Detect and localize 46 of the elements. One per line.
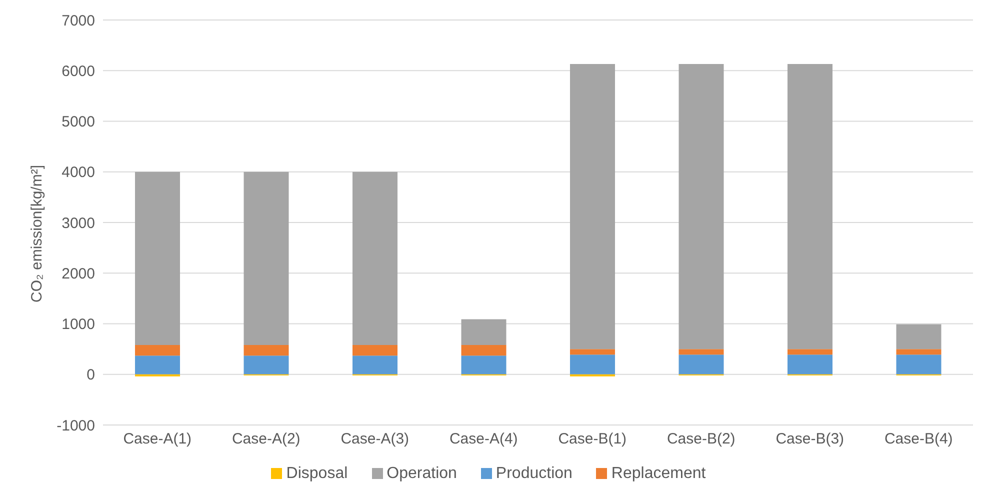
bar xyxy=(678,64,724,350)
x-tick-label: Case-B(2) xyxy=(666,430,736,448)
bar xyxy=(788,354,832,374)
y-axis-title: CO₂ emission[kg/m²] xyxy=(28,164,46,302)
legend-label: Operation xyxy=(386,465,457,482)
bar xyxy=(244,345,289,356)
bar xyxy=(244,356,289,374)
bar xyxy=(678,349,724,355)
bar xyxy=(678,354,724,374)
bar xyxy=(896,349,942,355)
x-tick-label: Case-A(4) xyxy=(449,430,518,448)
y-tick-label: 1000 xyxy=(62,316,95,334)
y-tick-label: -1000 xyxy=(56,417,95,434)
y-tick-label: 4000 xyxy=(62,164,95,182)
bar xyxy=(135,172,180,346)
bar xyxy=(461,319,506,346)
x-tick-label: Case-A(2) xyxy=(232,430,300,448)
y-tick-label: 0 xyxy=(86,366,95,384)
x-tick-label: Case-B(1) xyxy=(558,430,627,448)
legend-label: Disposal xyxy=(286,465,348,482)
bar xyxy=(570,354,615,374)
bar xyxy=(570,349,615,355)
bar xyxy=(352,172,398,346)
bar xyxy=(461,356,506,374)
y-tick-label: 3000 xyxy=(62,214,95,232)
y-tick-label: 5000 xyxy=(62,114,95,131)
bar xyxy=(244,172,289,346)
bar xyxy=(896,354,942,374)
y-tick-label: 7000 xyxy=(62,12,95,30)
bar xyxy=(461,345,506,356)
bar xyxy=(135,356,180,374)
y-tick-label: 6000 xyxy=(62,62,95,80)
legend-label: Replacement xyxy=(611,465,706,482)
x-tick-label: Case-A(1) xyxy=(123,430,192,448)
bar xyxy=(352,356,398,374)
bar xyxy=(135,345,180,356)
bar xyxy=(788,64,832,350)
bar xyxy=(788,349,832,355)
bar xyxy=(352,345,398,356)
y-tick-label: 2000 xyxy=(62,265,95,282)
x-tick-label: Case-A(3) xyxy=(340,430,410,448)
bar xyxy=(570,64,615,350)
bar xyxy=(896,324,942,350)
x-tick-label: Case-B(3) xyxy=(776,430,844,448)
legend-label: Production xyxy=(496,465,572,482)
x-tick-label: Case-B(4) xyxy=(884,430,953,448)
